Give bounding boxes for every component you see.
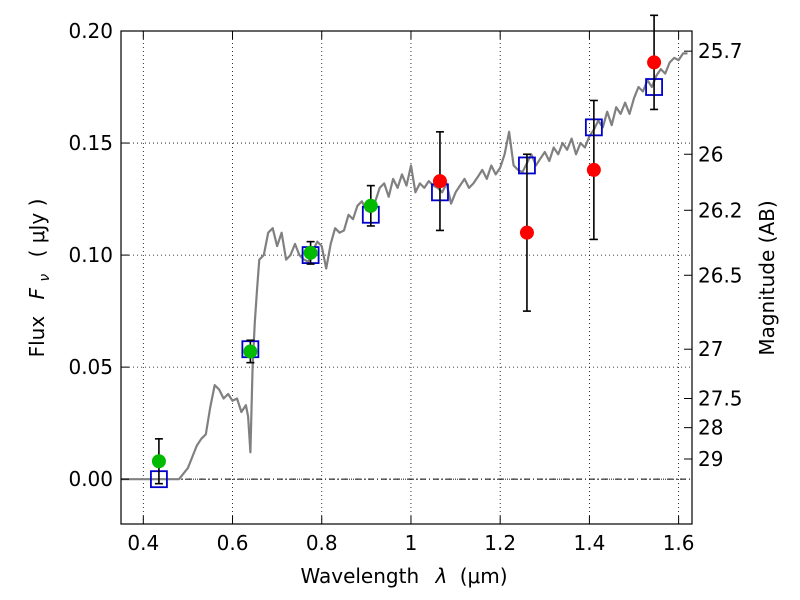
infrared-detection-point — [647, 55, 662, 70]
infrared-detection-point — [519, 225, 534, 240]
x-tick-label: 1.6 — [663, 531, 695, 555]
svg-text:Wavelength λ (μm): Wavelength λ (μm) — [300, 564, 507, 588]
axes-ticks: 0.4 0.6 0.8 1 1.2 1.4 1.6 0.00 0.05 0.10 0.15 0.20 2… — [68, 19, 742, 555]
magnitude-tick-label: 27.5 — [698, 387, 743, 411]
model-spectrum-line — [121, 52, 688, 481]
grid-lines — [121, 30, 692, 524]
y-tick-label: 0.10 — [68, 243, 113, 267]
magnitude-tick-label: 25.7 — [698, 39, 743, 63]
y-axis-symbol-subscript: ν — [37, 274, 53, 282]
x-tick-label: 0.8 — [306, 531, 338, 555]
magnitude-tick-label: 26.2 — [698, 198, 743, 222]
optical-detection-point — [363, 198, 378, 213]
magnitude-tick-label: 28 — [698, 416, 723, 440]
y-axis-label: Flux — [25, 316, 49, 358]
right-axis-title: Magnitude (AB) — [755, 200, 779, 355]
y-tick-label: 0.15 — [68, 131, 113, 155]
magnitude-tick-label: 27 — [698, 337, 723, 361]
x-axis-title: Wavelength λ (μm) — [300, 564, 507, 588]
y-axis-unit: ( μJy ) — [25, 199, 49, 258]
magnitude-tick-label: 26 — [698, 142, 723, 166]
x-tick-label: 0.6 — [217, 531, 249, 555]
magnitude-tick-label: 29 — [698, 447, 723, 471]
optical-detection-point — [151, 454, 166, 469]
x-tick-label: 1.4 — [573, 531, 605, 555]
infrared-detection-point — [432, 174, 447, 189]
optical-detection-point — [303, 245, 318, 260]
y-tick-label: 0.20 — [68, 19, 113, 43]
y-axis-title: Flux F ν ( μJy ) — [25, 199, 54, 358]
plot-area — [121, 14, 688, 489]
x-axis-unit: (μm) — [460, 564, 508, 588]
plot-frame — [120, 30, 693, 525]
magnitude-tick-label: 26.5 — [698, 263, 743, 287]
x-tick-label: 1.2 — [484, 531, 516, 555]
optical-detection-point — [243, 344, 258, 359]
x-tick-label: 0.4 — [127, 531, 159, 555]
x-axis-symbol: λ — [435, 564, 448, 588]
x-tick-label: 1 — [405, 531, 418, 555]
y-tick-label: 0.00 — [68, 467, 113, 491]
infrared-detection-point — [586, 162, 601, 177]
x-axis-label: Wavelength — [300, 564, 419, 588]
y-axis-symbol: F — [25, 287, 49, 299]
svg-text:Flux F ν ( μ: Flux F ν ( μJy ) — [25, 199, 54, 358]
y-tick-label: 0.05 — [68, 355, 113, 379]
